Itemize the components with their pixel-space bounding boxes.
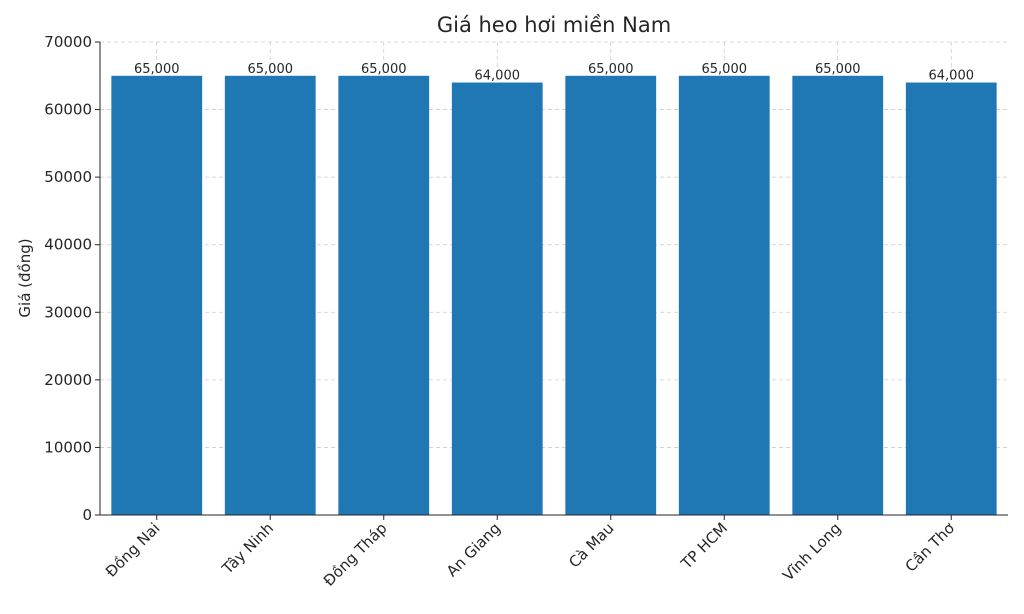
x-tick-label: Cà Mau [565,519,617,571]
data-label: 65,000 [588,62,634,77]
bar [792,75,884,516]
data-labels: 65,000 65,000 65,000 64,000 65,000 65,000 65,0… [134,62,974,84]
data-label: 65,000 [248,62,294,77]
x-tick-label: Tây Ninh [218,519,277,578]
y-tick-label: 60000 [44,101,92,119]
data-label: 65,000 [134,62,180,77]
y-ticks: 0 10000 20000 30000 40000 50000 60000 70000 [44,33,100,524]
bar [451,82,543,516]
y-tick-label: 50000 [44,168,92,186]
y-tick-label: 20000 [44,371,92,389]
x-tick-label: TP HCM [677,519,731,573]
x-tick-label: Vĩnh Long [779,519,844,584]
x-tick-label: Đồng Nai [102,519,164,581]
data-label: 64,000 [929,69,975,84]
bar [565,75,657,516]
y-tick-label: 0 [82,506,92,524]
y-tick-label: 40000 [44,236,92,254]
bar [338,75,430,516]
bar [905,82,997,516]
bar [224,75,316,516]
data-label: 65,000 [361,62,407,77]
chart-title: Giá heo hơi miền Nam [437,13,671,37]
data-label: 65,000 [702,62,748,77]
x-tick-label: Đồng Tháp [320,519,391,590]
y-tick-label: 70000 [44,33,92,51]
axes [99,42,1008,516]
bar [111,75,203,516]
y-tick-label: 30000 [44,303,92,321]
x-ticks: Đồng Nai Tây Ninh Đồng Tháp An Giang Cà Mau T… [102,515,959,590]
bars [111,75,997,516]
x-tick-label: Cần Thơ [902,519,959,576]
x-tick-label: An Giang [443,519,504,580]
data-label: 64,000 [475,69,521,84]
y-tick-label: 10000 [44,438,92,456]
bar [678,75,770,516]
data-label: 65,000 [815,62,861,77]
y-axis-label: Giá (đồng) [16,238,34,317]
